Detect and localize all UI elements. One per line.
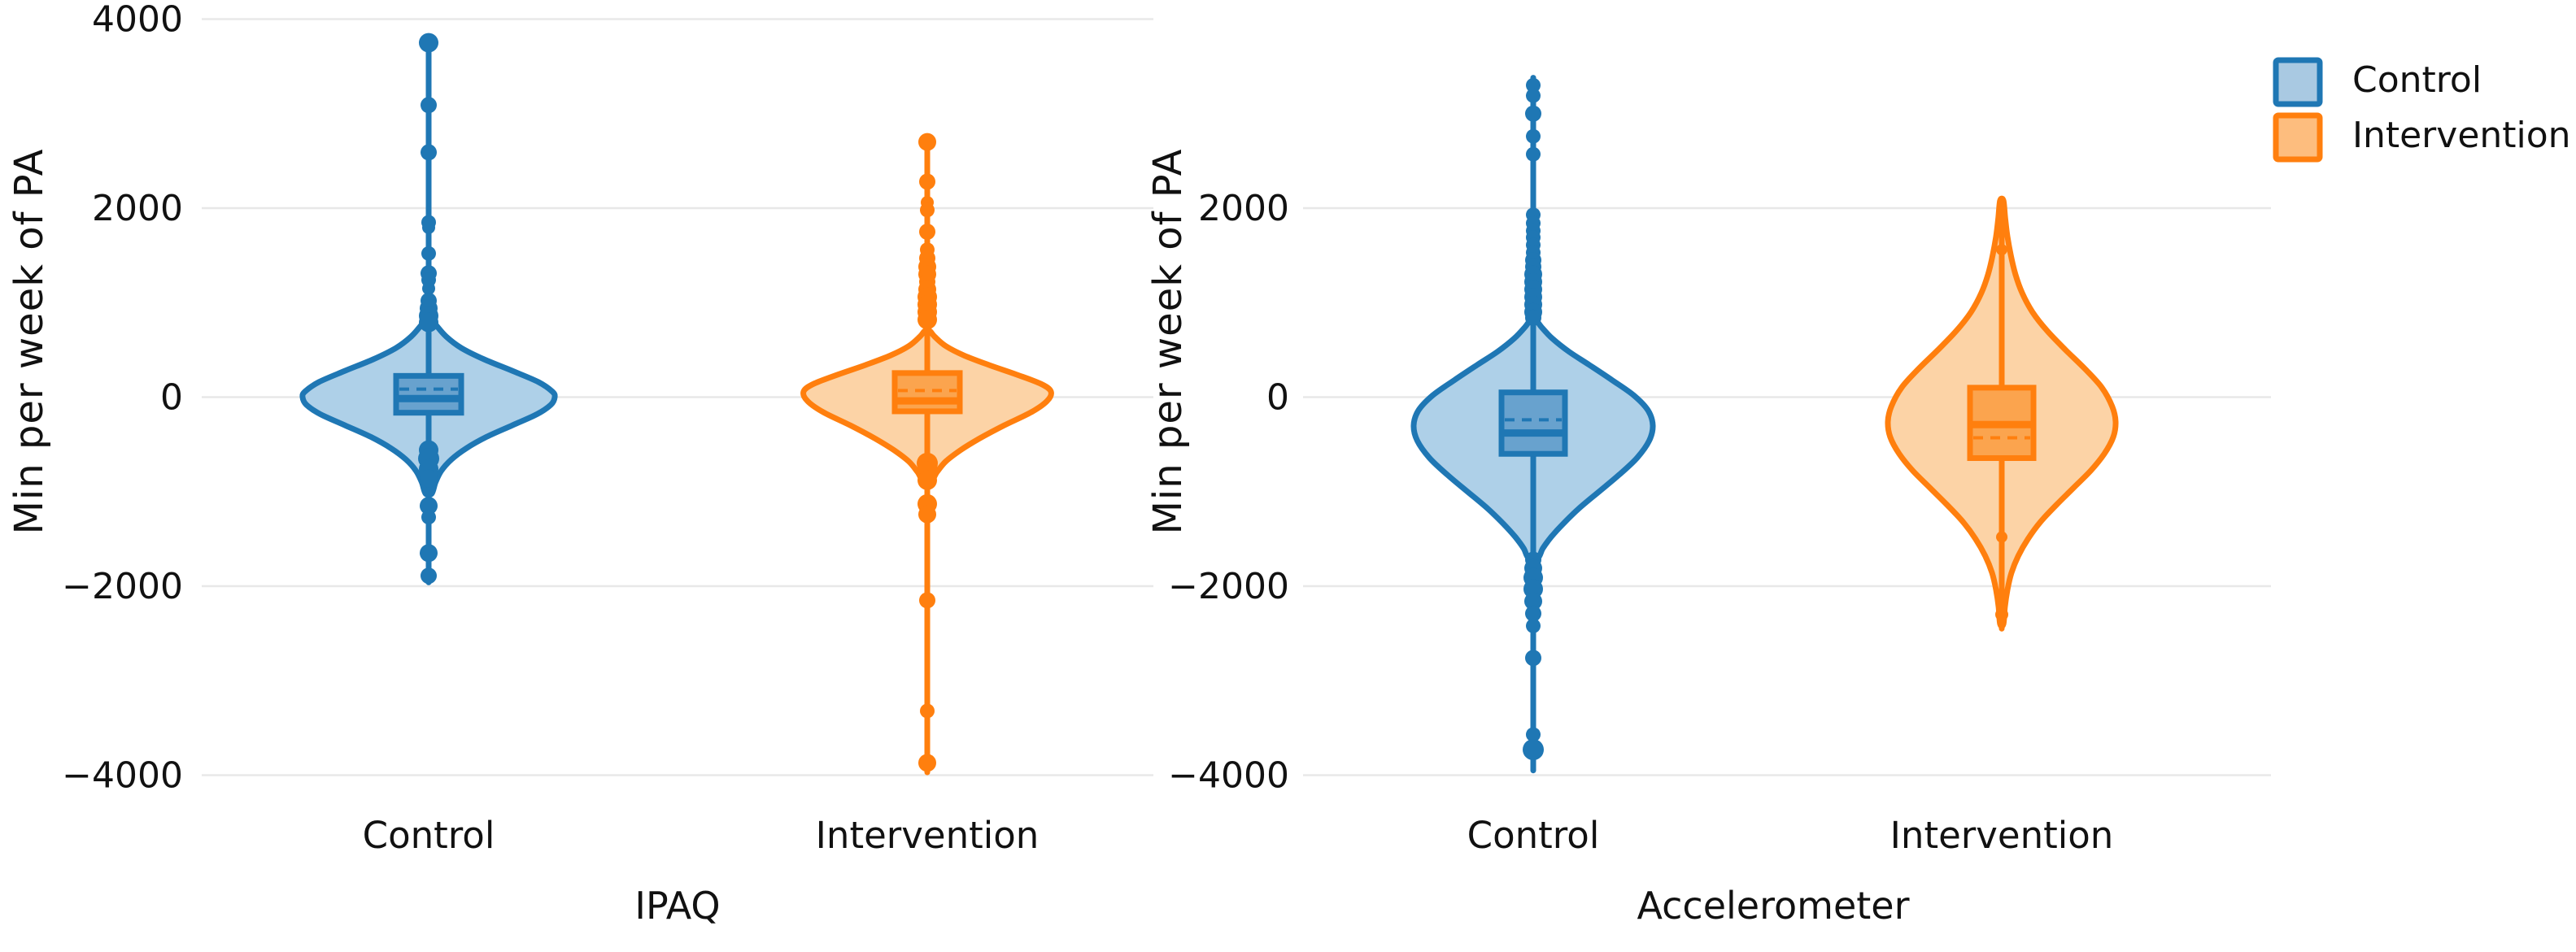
- box: [393, 372, 464, 416]
- outlier-dot: [421, 144, 437, 161]
- outlier-dot: [1526, 77, 1541, 93]
- legend: Control Intervention: [2273, 57, 2571, 163]
- y-tick-label: 4000: [92, 0, 183, 41]
- outlier-dot: [920, 202, 935, 218]
- x-category-label: Intervention: [1890, 814, 2114, 857]
- outlier-dot: [918, 470, 937, 490]
- y-tick-label: −2000: [62, 566, 183, 607]
- outlier-dot: [918, 754, 936, 772]
- outlier-dot: [1526, 88, 1541, 103]
- y-tick-label: −4000: [62, 755, 183, 797]
- outlier-dot: [422, 220, 435, 234]
- outlier-dot: [1525, 605, 1541, 622]
- left-y-axis-title: Min per week of PA: [7, 148, 52, 534]
- outlier-dot: [920, 703, 935, 719]
- outlier-dot: [1996, 244, 2007, 256]
- outlier-dot: [918, 505, 936, 524]
- outlier-dot: [1525, 650, 1541, 667]
- outlier-dot: [1526, 618, 1541, 633]
- outlier-dot: [1525, 309, 1541, 326]
- y-tick-label: 2000: [92, 188, 183, 229]
- outlier-dot: [1526, 146, 1541, 162]
- right-y-axis-title: Min per week of PA: [1145, 148, 1191, 534]
- y-tick-label: 0: [1266, 377, 1289, 419]
- right-panel-title: Accelerometer: [1637, 884, 1909, 928]
- outlier-dot: [1526, 727, 1541, 742]
- outlier-dot: [1525, 105, 1541, 122]
- box: [1498, 389, 1568, 457]
- outlier-dot: [421, 510, 436, 525]
- outlier-dot: [1524, 592, 1542, 611]
- outlier-dot: [1526, 128, 1541, 144]
- legend-label-control: Control: [2352, 59, 2482, 101]
- legend-swatch-intervention: [2273, 112, 2323, 163]
- legend-label-intervention: Intervention: [2352, 115, 2571, 156]
- violins-layer: [299, 33, 2119, 776]
- left-panel-title: IPAQ: [634, 884, 720, 928]
- y-tick-label: −4000: [1168, 755, 1289, 797]
- outlier-dot: [419, 33, 438, 53]
- outlier-dot: [420, 544, 438, 563]
- outlier-dot: [918, 133, 936, 151]
- y-tick-label: 0: [160, 377, 183, 419]
- outlier-dot: [919, 224, 935, 241]
- y-tick-label: 2000: [1198, 188, 1289, 229]
- outlier-dot: [421, 97, 437, 114]
- x-category-label: Control: [363, 814, 495, 857]
- outlier-dot: [420, 497, 438, 515]
- x-category-label: Intervention: [816, 814, 1040, 857]
- x-category-label: Control: [1467, 814, 1600, 857]
- outlier-dot: [1523, 739, 1544, 761]
- y-tick-label: −2000: [1168, 566, 1289, 607]
- outlier-dot: [422, 281, 435, 295]
- axis-text-layer: 4000 2000 0 −2000 −4000 Control Intervention 20…: [62, 0, 2113, 857]
- outlier-dot: [421, 567, 437, 585]
- outlier-dot: [919, 592, 935, 609]
- outlier-dot: [420, 469, 438, 488]
- outlier-dot: [1995, 607, 2008, 621]
- outlier-dot: [421, 246, 436, 261]
- outlier-dot: [919, 173, 935, 190]
- outlier-dot: [1996, 531, 2007, 543]
- outlier-dot: [419, 312, 438, 333]
- box: [891, 370, 963, 415]
- legend-swatch-control: [2273, 57, 2323, 107]
- outlier-dot: [918, 310, 937, 330]
